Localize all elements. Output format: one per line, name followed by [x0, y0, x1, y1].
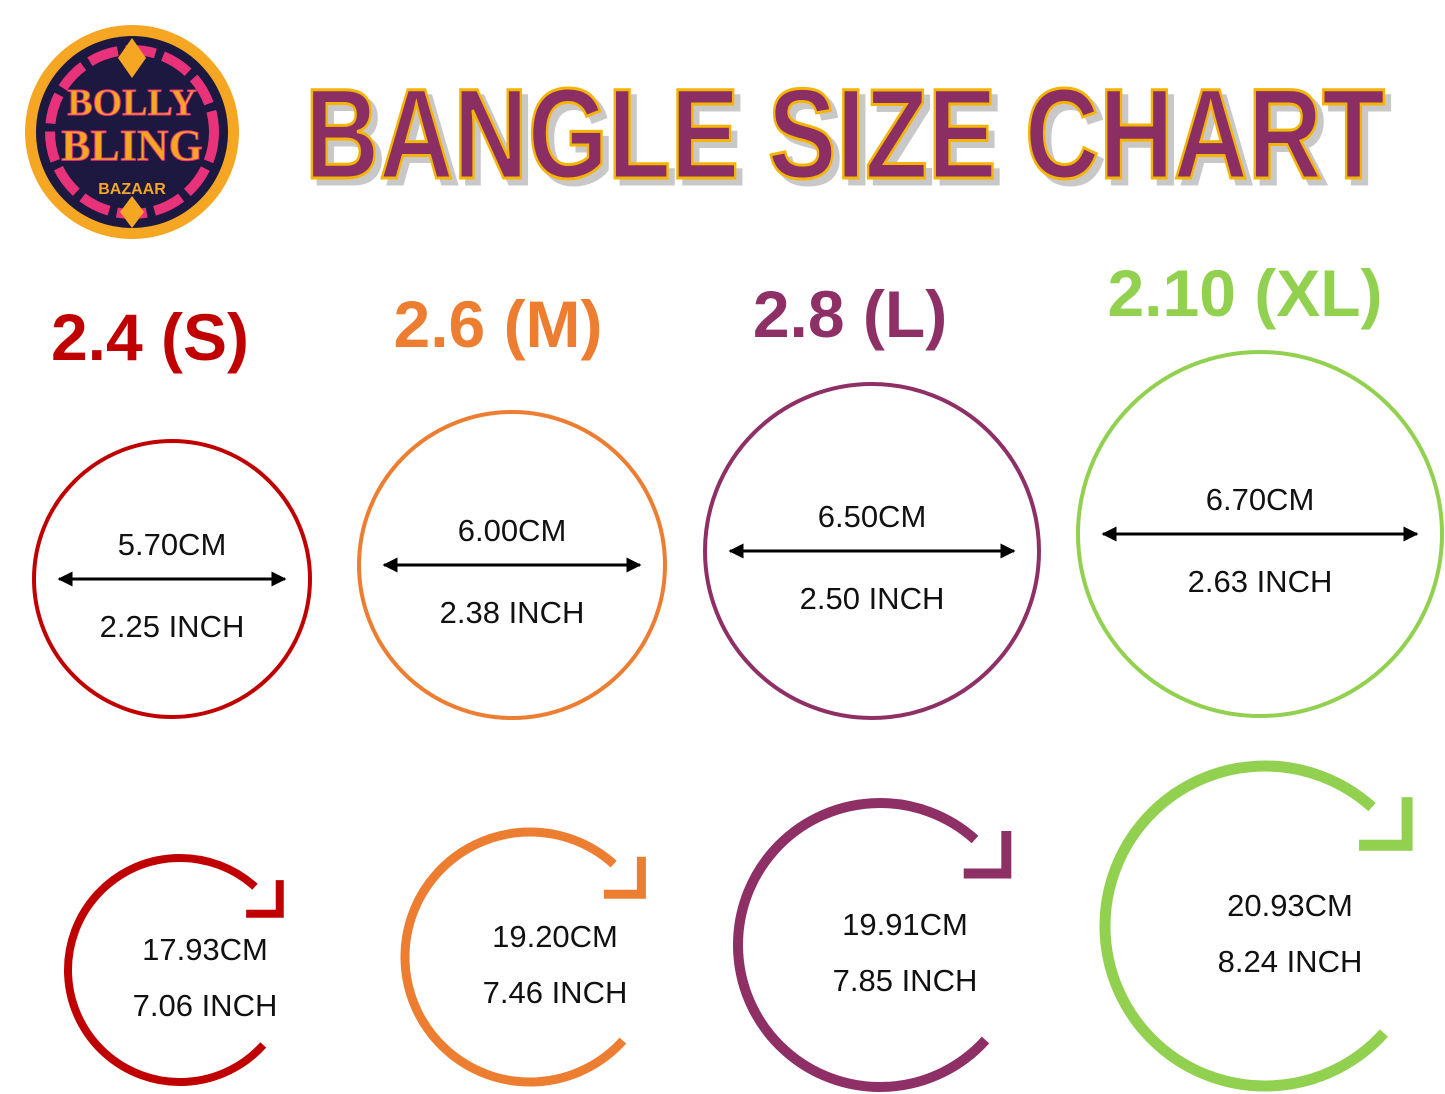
diameter-circle — [32, 439, 312, 719]
circumference-cm: 19.20CM — [492, 919, 618, 954]
circumference-arc — [400, 827, 627, 1087]
arrowhead-icon — [963, 830, 1012, 879]
diameter-cm: 6.00CM — [458, 513, 567, 548]
title-text: BANGLE SIZE CHART — [305, 63, 1385, 206]
logo-diamond-bottom — [120, 196, 144, 228]
size-label: 2.6 (M) — [393, 287, 602, 361]
arrowhead-icon — [246, 880, 284, 918]
arrowhead-icon — [1359, 797, 1413, 851]
diameter-cm: 6.70CM — [1206, 482, 1315, 517]
page-title: BANGLE SIZE CHART — [304, 62, 1387, 208]
size-group: 2.8 (L) 6.50CM 2.50 INCH 19.91CM 7.85 INCH — [703, 277, 1041, 1092]
diameter-cm: 6.50CM — [818, 499, 927, 534]
logo-text-bling: BLING — [61, 121, 203, 170]
brand-logo: BOLLY BLING BAZAAR — [25, 25, 239, 239]
diameter-cm: 5.70CM — [118, 527, 227, 562]
circumference-cm: 20.93CM — [1227, 888, 1353, 923]
diameter-circle — [1076, 350, 1444, 718]
circumference-inch: 7.85 INCH — [833, 963, 978, 998]
size-group: 2.10 (XL) 6.70CM 2.63 INCH 20.93CM 8.24 INCH — [1076, 256, 1444, 1092]
diameter-inch: 2.25 INCH — [100, 609, 245, 644]
circumference-inch: 7.06 INCH — [133, 988, 278, 1023]
circumference-cm: 19.91CM — [842, 907, 968, 942]
circumference-cm: 17.93CM — [142, 932, 268, 967]
logo-text-bazaar: BAZAAR — [98, 181, 166, 198]
logo-background — [36, 36, 228, 228]
size-group: 2.6 (M) 6.00CM 2.38 INCH 19.20CM 7.46 INCH — [357, 287, 667, 1087]
circumference-inch: 7.46 INCH — [483, 975, 628, 1010]
circumference-inch: 8.24 INCH — [1218, 944, 1363, 979]
diameter-circle — [703, 382, 1041, 720]
circumference-arc — [733, 798, 990, 1092]
size-group: 2.4 (S) 5.70CM 2.25 INCH 17.93CM 7.06 INCH — [32, 300, 312, 1086]
diameter-inch: 2.50 INCH — [800, 581, 945, 616]
circumference-arc — [64, 854, 267, 1086]
diameter-inch: 2.38 INCH — [440, 595, 585, 630]
logo-text-bolly: BOLLY — [67, 82, 197, 124]
logo-diamond-top — [118, 38, 146, 78]
size-label: 2.4 (S) — [51, 300, 249, 374]
size-label: 2.10 (XL) — [1107, 256, 1382, 330]
diameter-circle — [357, 410, 667, 720]
size-label: 2.8 (L) — [753, 277, 947, 351]
circumference-arc — [1099, 760, 1388, 1092]
diameter-inch: 2.63 INCH — [1188, 564, 1333, 599]
arrowhead-icon — [603, 856, 646, 899]
